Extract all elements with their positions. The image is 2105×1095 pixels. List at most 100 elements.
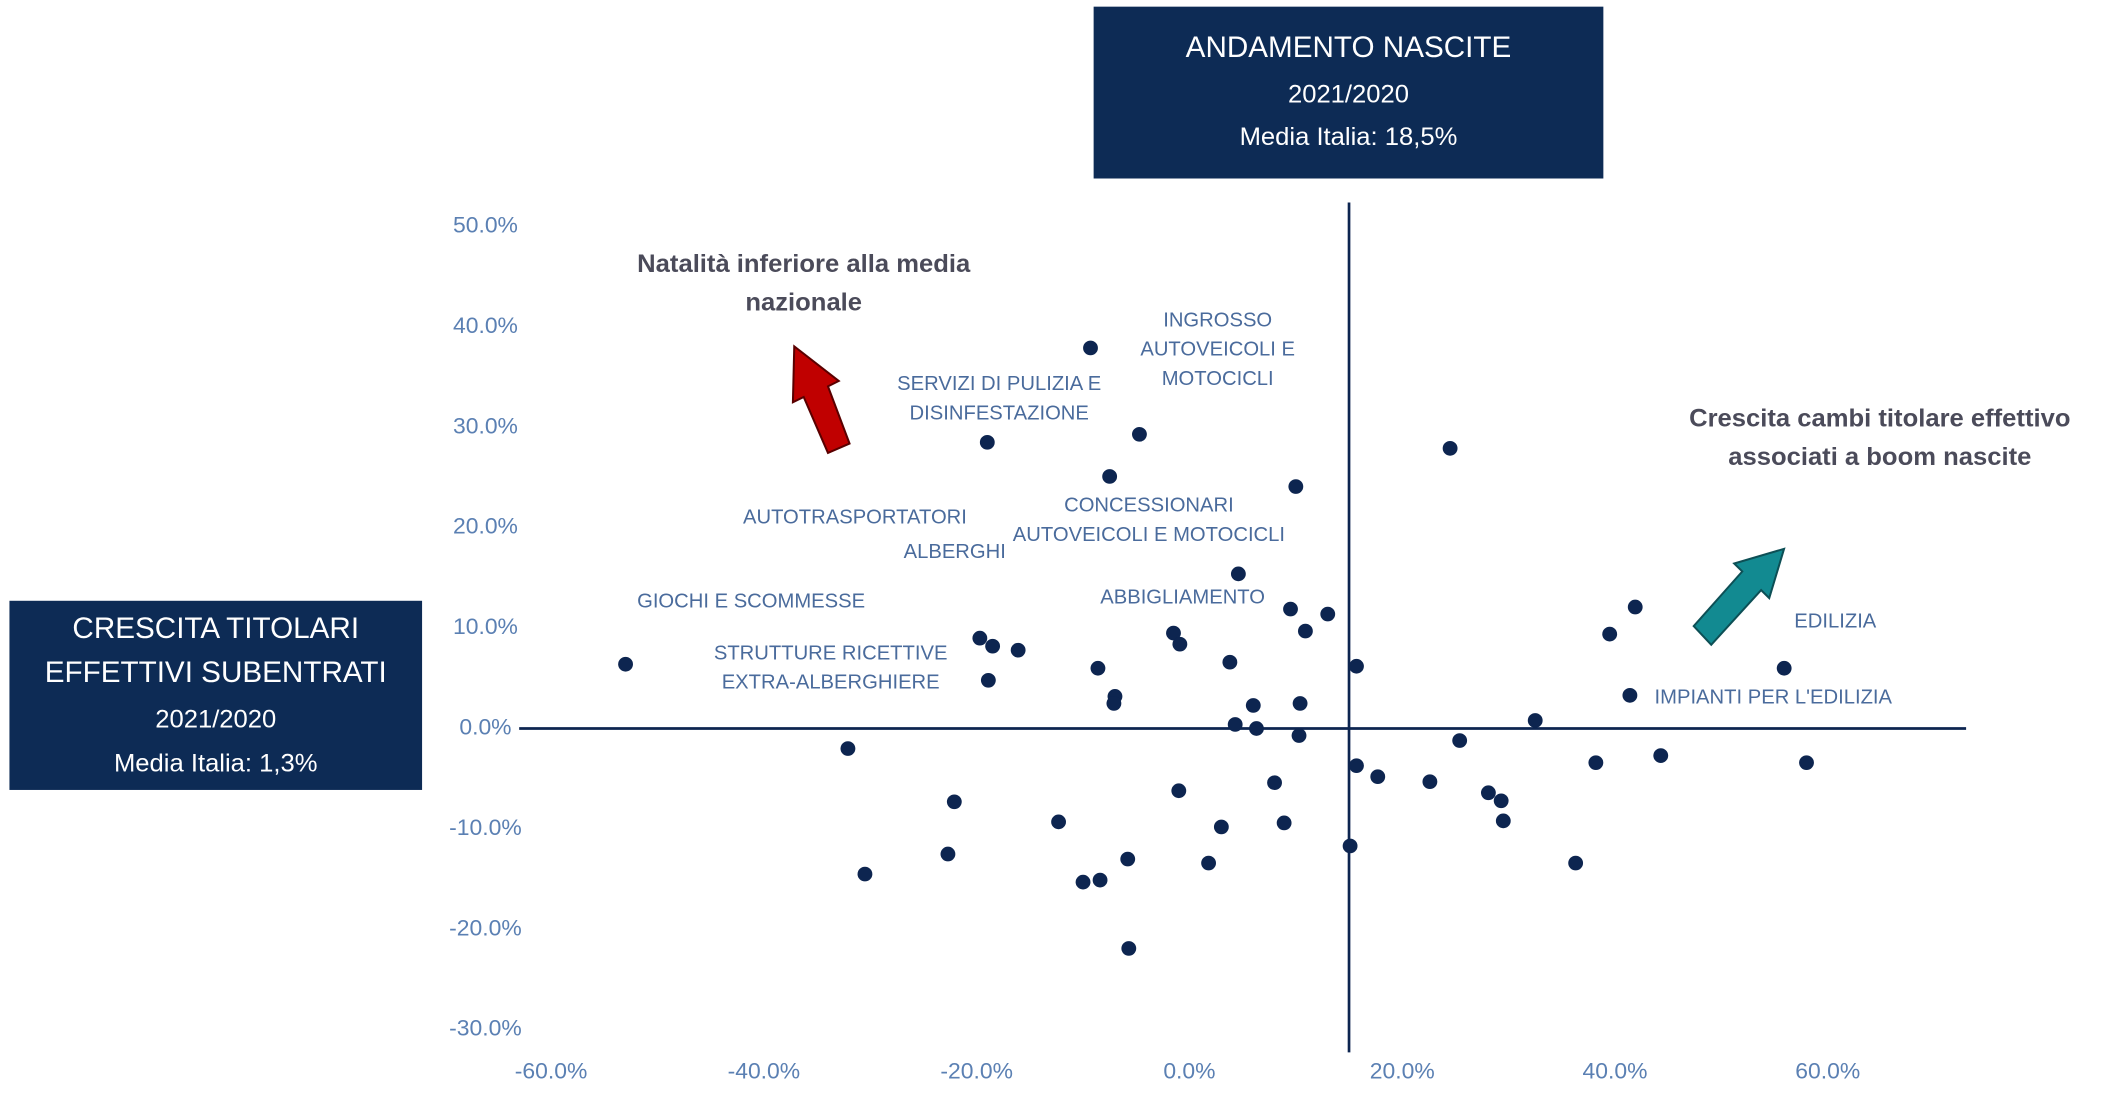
point: [1292, 696, 1308, 711]
box-text: EFFETTIVI SUBENTRATI: [45, 656, 387, 689]
annotation: EXTRA-ALBERGHIERE: [722, 672, 940, 694]
point: [1276, 815, 1292, 831]
point: [1102, 469, 1118, 484]
arrow-up-right: [1692, 547, 1786, 647]
annotation: AUTOTRASPORTATORI: [743, 507, 967, 529]
point: [1171, 783, 1187, 799]
point: [972, 630, 988, 646]
arrow-down-left: [791, 344, 851, 455]
x-tick-label: 0.0%: [1163, 1057, 1215, 1083]
box-text: 2021/2020: [1288, 81, 1409, 109]
annotation: AUTOVEICOLI E: [1140, 339, 1295, 361]
heading: Natalità inferiore alla media: [637, 250, 971, 278]
point: [1083, 340, 1098, 356]
point: [1106, 696, 1122, 711]
point: [1283, 601, 1298, 617]
point: [1622, 688, 1638, 703]
y-tick-label: 50.0%: [453, 212, 518, 238]
point: [1527, 713, 1543, 728]
point: [1120, 851, 1136, 867]
point: [1267, 775, 1282, 791]
y-tick-label: 0.0%: [459, 714, 511, 740]
y-tick-label: 20.0%: [453, 513, 518, 539]
annotation: SERVIZI DI PULIZIA E: [897, 373, 1101, 395]
point: [1172, 636, 1188, 652]
point: [1493, 793, 1509, 809]
top-box: [1093, 6, 1604, 179]
annotation: GIOCHI E SCOMMESSE: [637, 591, 865, 613]
y-tick-label: -10.0%: [449, 814, 522, 840]
heading: Crescita cambi titolare effettivo: [1689, 404, 2070, 432]
point: [1090, 660, 1106, 676]
annotation: ALBERGHI: [904, 541, 1006, 563]
point: [1132, 426, 1147, 442]
point: [1297, 623, 1313, 639]
point: [1230, 566, 1246, 582]
point: [1288, 479, 1304, 494]
point: [1627, 599, 1643, 615]
point: [1227, 717, 1243, 732]
annotation: DISINFESTAZIONE: [910, 403, 1089, 425]
point: [1213, 819, 1229, 835]
point: [1480, 785, 1496, 801]
y-tick-label: -30.0%: [449, 1015, 522, 1041]
point: [1349, 758, 1364, 773]
point: [1222, 654, 1238, 670]
point: [1249, 721, 1264, 736]
y-tick-label: 10.0%: [453, 613, 518, 639]
point: [1653, 748, 1669, 763]
point: [1422, 774, 1438, 790]
heading: nazionale: [745, 289, 862, 317]
box-text: ANDAMENTO NASCITE: [1186, 31, 1512, 64]
point: [1166, 625, 1181, 641]
annotation: STRUTTURE RICETTIVE: [714, 642, 948, 664]
point: [1201, 855, 1217, 871]
point: [1121, 941, 1137, 956]
annotation: INGROSSO: [1163, 309, 1272, 331]
point: [979, 435, 995, 450]
x-tick-label: -40.0%: [728, 1057, 801, 1083]
box-text: Media Italia: 1,3%: [114, 749, 318, 777]
y-tick-label: 30.0%: [453, 412, 518, 438]
annotation: CONCESSIONARI: [1064, 495, 1234, 517]
point: [1075, 874, 1091, 890]
point: [985, 638, 1001, 654]
point: [1495, 813, 1511, 829]
point: [857, 866, 873, 882]
point: [1799, 755, 1814, 770]
box-text: CRESCITA TITOLARI: [72, 612, 359, 645]
x-tick-label: 60.0%: [1795, 1057, 1860, 1083]
y-tick-label: 40.0%: [453, 312, 518, 338]
annotation: ABBIGLIAMENTO: [1100, 587, 1265, 609]
point: [1370, 769, 1386, 785]
point: [1568, 855, 1584, 871]
x-tick-label: 20.0%: [1370, 1057, 1435, 1083]
left-box: [9, 600, 423, 790]
point: [1452, 733, 1468, 748]
heading: associati a boom nascite: [1728, 443, 2031, 471]
point: [1320, 606, 1336, 622]
point: [1602, 626, 1618, 642]
point: [940, 846, 956, 862]
point: [1776, 660, 1792, 676]
box-text: Media Italia: 18,5%: [1240, 123, 1458, 151]
annotation: MOTOCICLI: [1162, 368, 1274, 390]
point: [1291, 728, 1307, 743]
point: [946, 794, 962, 810]
box-text: 2021/2020: [155, 705, 276, 733]
point: [618, 656, 633, 672]
point: [1051, 814, 1066, 830]
x-tick-label: -60.0%: [515, 1057, 588, 1083]
point: [1442, 441, 1458, 456]
annotation: EDILIZIA: [1794, 610, 1877, 632]
annotation: AUTOVEICOLI E MOTOCICLI: [1013, 524, 1285, 546]
x-tick-label: 40.0%: [1583, 1057, 1648, 1083]
annotation: IMPIANTI PER L'EDILIZIA: [1655, 686, 1893, 708]
point: [840, 741, 856, 756]
y-tick-label: -20.0%: [449, 914, 522, 940]
point: [1588, 755, 1604, 770]
point: [1342, 838, 1358, 854]
point: [1092, 872, 1108, 888]
x-tick-label: -20.0%: [940, 1057, 1013, 1083]
